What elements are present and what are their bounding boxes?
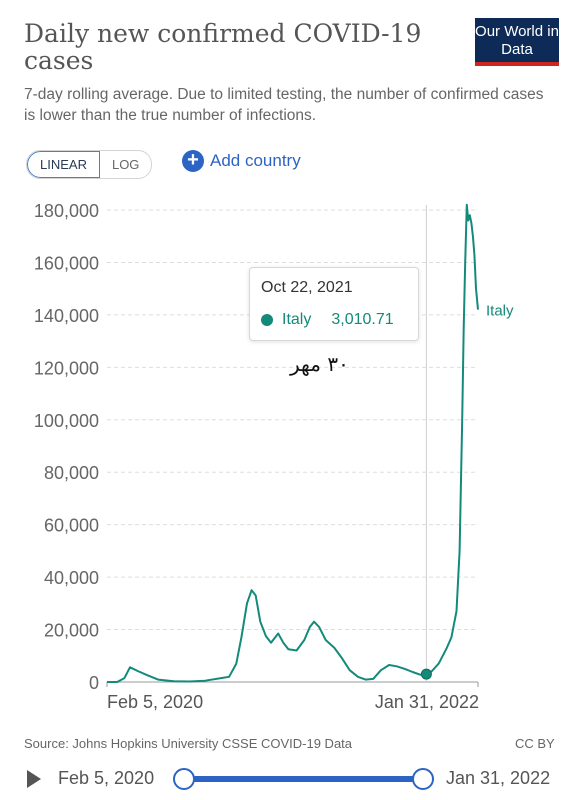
series-label: Italy	[486, 303, 514, 320]
x-axis: Feb 5, 2020 Jan 31, 2022	[106, 681, 479, 712]
y-tick-label: 180,000	[34, 201, 99, 221]
tooltip: Oct 22, 2021 Italy 3,010.71	[249, 267, 419, 341]
source-text[interactable]: Source: Johns Hopkins University CSSE CO…	[24, 736, 353, 751]
y-tick-label: 80,000	[44, 463, 99, 483]
chart-subtitle: 7-day rolling average. Due to limited te…	[24, 86, 544, 124]
scale-toggle: LINEAR LOG	[26, 150, 153, 179]
hover-point	[420, 668, 432, 680]
hover-marker	[420, 205, 432, 682]
y-tick-label: 20,000	[44, 621, 99, 641]
y-tick-label: 60,000	[44, 516, 99, 536]
tooltip-country: Italy	[282, 311, 312, 328]
y-tick-label: 120,000	[34, 358, 99, 378]
y-tick-label: 0	[89, 673, 99, 693]
tooltip-date: Oct 22, 2021	[261, 279, 353, 296]
owid-logo[interactable]: Our World in Data	[475, 18, 559, 66]
tooltip-row: Italy 3,010.71	[261, 311, 394, 329]
series-line-italy	[107, 203, 479, 683]
tooltip-value: 3,010.71	[331, 311, 394, 328]
chart-title: Daily new confirmed COVID-19 cases	[24, 19, 422, 75]
line-chart[interactable]: 0 20,000 40,000 60,000 80,000 100,000 120,000 1…	[0, 190, 584, 720]
series-color-dot	[261, 314, 273, 326]
x-tick-label: Jan 31, 2022	[375, 692, 479, 712]
add-country-button[interactable]: + Add country	[182, 150, 301, 172]
x-tick-label: Feb 5, 2020	[107, 692, 203, 712]
linear-scale-button[interactable]: LINEAR	[27, 151, 100, 178]
add-country-label: Add country	[210, 151, 301, 170]
timeline-track[interactable]	[183, 776, 423, 782]
play-icon[interactable]	[27, 770, 41, 788]
y-tick-label: 140,000	[34, 306, 99, 326]
plus-icon: +	[182, 150, 204, 172]
log-scale-button[interactable]: LOG	[111, 157, 140, 172]
timeline-start-label: Feb 5, 2020	[58, 768, 155, 788]
timeline-end-handle[interactable]	[412, 768, 434, 790]
y-tick-label: 160,000	[34, 253, 99, 273]
timeline-start-handle[interactable]	[173, 768, 195, 790]
timeline: Feb 5, 2020 Jan 31, 2022	[0, 760, 584, 796]
y-tick-labels: 0 20,000 40,000 60,000 80,000 100,000 120,000 1…	[34, 201, 99, 693]
y-tick-label: 40,000	[44, 568, 99, 588]
handwritten-annotation: ۳۰ مهر	[290, 352, 349, 376]
timeline-end-label: Jan 31, 2022	[446, 768, 551, 788]
series-lines: Italy	[107, 203, 514, 683]
license-link[interactable]: CC BY	[515, 736, 555, 751]
y-tick-label: 100,000	[34, 411, 99, 431]
